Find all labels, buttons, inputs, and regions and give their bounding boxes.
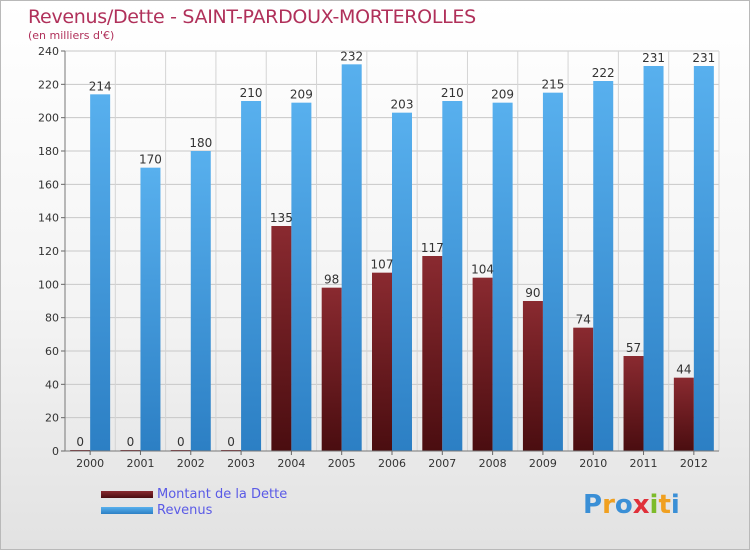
- y-tick-label: 140: [38, 212, 59, 225]
- x-tick-label: 2010: [579, 457, 607, 470]
- x-tick-label: 2003: [227, 457, 255, 470]
- bar-debt: [422, 256, 443, 451]
- logo-letter: P: [583, 490, 603, 520]
- bar-revenue: [542, 92, 563, 452]
- y-tick-label: 60: [45, 345, 59, 358]
- bar-debt: [522, 301, 543, 451]
- bar-revenue: [492, 102, 513, 452]
- legend-label-debt: Montant de la Dette: [157, 487, 288, 502]
- data-label-debt: 74: [576, 313, 591, 327]
- blue-bar-swatch: [101, 507, 153, 514]
- logo-letter: o: [614, 490, 633, 520]
- data-label-revenue: 180: [189, 136, 212, 150]
- x-tick-label: 2011: [630, 457, 658, 470]
- x-tick-label: 2012: [680, 457, 708, 470]
- chart-subtitle: (en milliers d'€): [28, 29, 115, 42]
- data-label-revenue: 170: [139, 153, 162, 167]
- data-label-debt: 135: [270, 211, 293, 225]
- logo-letter: x: [632, 490, 650, 520]
- y-tick-label: 120: [38, 245, 59, 258]
- bar-revenue: [241, 101, 262, 451]
- data-label-revenue: 231: [642, 51, 665, 65]
- y-tick-label: 80: [45, 312, 59, 325]
- data-label-revenue: 210: [240, 86, 263, 100]
- data-label-debt: 0: [76, 435, 84, 449]
- x-tick-label: 2009: [529, 457, 557, 470]
- logo-letter: i: [649, 490, 659, 520]
- bar-revenue: [90, 94, 111, 451]
- bar-debt: [321, 287, 342, 451]
- bar-debt: [623, 356, 644, 451]
- data-label-debt: 0: [127, 435, 135, 449]
- x-tick-label: 2002: [177, 457, 205, 470]
- data-label-revenue: 222: [592, 66, 615, 80]
- proxiti-logo: Proxiti: [583, 490, 680, 520]
- bar-revenue: [693, 66, 714, 451]
- bar-debt: [573, 327, 594, 451]
- bar-debt: [472, 277, 493, 451]
- logo-letter: t: [658, 490, 671, 520]
- data-label-revenue: 203: [391, 98, 414, 112]
- bar-revenue: [190, 151, 211, 451]
- logo-letter: r: [602, 490, 615, 520]
- x-tick-label: 2007: [428, 457, 456, 470]
- data-label-revenue: 209: [491, 88, 514, 102]
- y-tick-label: 180: [38, 145, 59, 158]
- data-label-debt: 0: [227, 435, 235, 449]
- y-tick-label: 240: [38, 45, 59, 58]
- bar-revenue: [140, 167, 161, 451]
- data-label-debt: 0: [177, 435, 185, 449]
- bars-layer: [70, 64, 714, 452]
- bar-debt: [271, 226, 292, 451]
- bar-revenue: [593, 81, 614, 451]
- bar-revenue: [442, 101, 463, 451]
- axis-layer: 0 20 40 60 80 100 120 140 160 180 200 220 240 2000 200…: [38, 45, 719, 470]
- bar-revenue: [291, 102, 312, 452]
- dark-red-bar-swatch: [101, 491, 153, 498]
- x-tick-label: 2000: [76, 457, 104, 470]
- data-label-debt: 117: [421, 241, 444, 255]
- bar-revenue: [392, 112, 412, 452]
- x-tick-label: 2001: [126, 457, 154, 470]
- chart-title: Revenus/Dette - SAINT-PARDOUX-MORTEROLLE…: [28, 6, 476, 28]
- y-tick-label: 200: [38, 112, 59, 125]
- data-label-debt: 98: [324, 273, 339, 287]
- y-tick-label: 20: [45, 412, 59, 425]
- y-tick-label: 220: [38, 78, 59, 91]
- x-tick-label: 2008: [479, 457, 507, 470]
- y-tick-label: 100: [38, 278, 59, 291]
- bar-debt: [372, 272, 392, 451]
- x-tick-label: 2006: [378, 457, 406, 470]
- data-label-revenue: 231: [692, 51, 715, 65]
- legend-label-revenue: Revenus: [157, 503, 213, 518]
- bar-revenue: [643, 66, 664, 451]
- data-label-revenue: 210: [441, 86, 464, 100]
- data-label-revenue: 214: [89, 79, 112, 93]
- data-label-debt: 44: [676, 363, 691, 377]
- x-tick-label: 2005: [328, 457, 356, 470]
- y-tick-label: 160: [38, 178, 59, 191]
- y-tick-label: 0: [52, 445, 59, 458]
- data-label-debt: 57: [626, 341, 641, 355]
- data-label-debt: 104: [471, 263, 494, 277]
- data-label-revenue: 209: [290, 88, 313, 102]
- x-tick-label: 2004: [277, 457, 305, 470]
- data-label-debt: 107: [371, 258, 394, 272]
- data-label-debt: 90: [525, 286, 540, 300]
- y-tick-label: 40: [45, 378, 59, 391]
- logo-letter: i: [670, 490, 680, 520]
- bar-debt: [673, 377, 694, 451]
- data-label-revenue: 232: [340, 49, 363, 63]
- labels-layer: 0 214 0 170 0 180 0 210 135 209 98 232 107 203 117 210 1…: [76, 49, 715, 449]
- bar-revenue: [341, 64, 362, 452]
- data-label-revenue: 215: [541, 78, 564, 92]
